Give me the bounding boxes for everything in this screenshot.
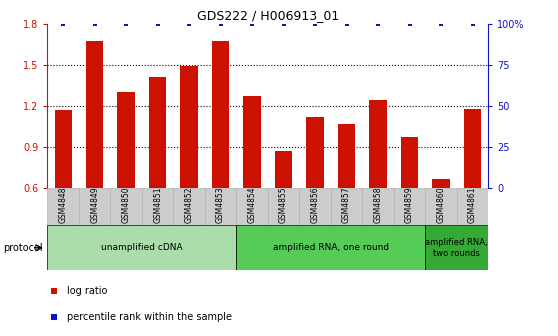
Bar — [464, 109, 481, 188]
Bar — [55, 110, 72, 188]
Text: GSM4849: GSM4849 — [90, 186, 99, 223]
Text: GSM4860: GSM4860 — [436, 186, 445, 223]
Title: GDS222 / H006913_01: GDS222 / H006913_01 — [197, 9, 339, 23]
Bar — [338, 124, 355, 188]
FancyBboxPatch shape — [425, 188, 457, 225]
Text: GSM4859: GSM4859 — [405, 186, 414, 223]
Text: GSM4855: GSM4855 — [279, 186, 288, 223]
FancyBboxPatch shape — [299, 188, 331, 225]
FancyBboxPatch shape — [47, 188, 79, 225]
FancyBboxPatch shape — [142, 188, 174, 225]
Text: GSM4851: GSM4851 — [153, 186, 162, 223]
Text: amplified RNA,
two rounds: amplified RNA, two rounds — [425, 238, 488, 257]
FancyBboxPatch shape — [425, 225, 488, 270]
Text: amplified RNA, one round: amplified RNA, one round — [273, 243, 389, 252]
FancyBboxPatch shape — [110, 188, 142, 225]
FancyBboxPatch shape — [331, 188, 362, 225]
Text: GSM4853: GSM4853 — [216, 186, 225, 223]
FancyBboxPatch shape — [268, 188, 299, 225]
FancyBboxPatch shape — [47, 225, 237, 270]
Bar — [86, 41, 103, 188]
Text: percentile rank within the sample: percentile rank within the sample — [68, 312, 232, 323]
Bar — [401, 137, 418, 188]
Text: GSM4848: GSM4848 — [59, 186, 68, 223]
Text: GSM4861: GSM4861 — [468, 186, 477, 223]
Bar — [180, 66, 198, 188]
Bar — [275, 151, 292, 188]
FancyBboxPatch shape — [237, 225, 425, 270]
Text: protocol: protocol — [3, 243, 42, 253]
FancyBboxPatch shape — [237, 188, 268, 225]
Text: GSM4858: GSM4858 — [373, 186, 383, 223]
FancyBboxPatch shape — [79, 188, 110, 225]
Bar — [369, 100, 387, 188]
Text: GSM4856: GSM4856 — [311, 186, 320, 223]
FancyBboxPatch shape — [362, 188, 394, 225]
Bar — [306, 117, 324, 188]
Bar — [149, 77, 166, 188]
FancyBboxPatch shape — [394, 188, 425, 225]
Text: GSM4857: GSM4857 — [342, 186, 351, 223]
Text: unamplified cDNA: unamplified cDNA — [101, 243, 182, 252]
FancyBboxPatch shape — [205, 188, 237, 225]
Bar — [118, 92, 135, 188]
Bar — [432, 178, 450, 188]
Text: GSM4852: GSM4852 — [185, 186, 194, 223]
Bar — [212, 41, 229, 188]
FancyBboxPatch shape — [457, 188, 488, 225]
Text: GSM4850: GSM4850 — [122, 186, 131, 223]
Bar — [243, 96, 261, 188]
Text: log ratio: log ratio — [68, 286, 108, 296]
FancyBboxPatch shape — [174, 188, 205, 225]
Text: GSM4854: GSM4854 — [248, 186, 257, 223]
